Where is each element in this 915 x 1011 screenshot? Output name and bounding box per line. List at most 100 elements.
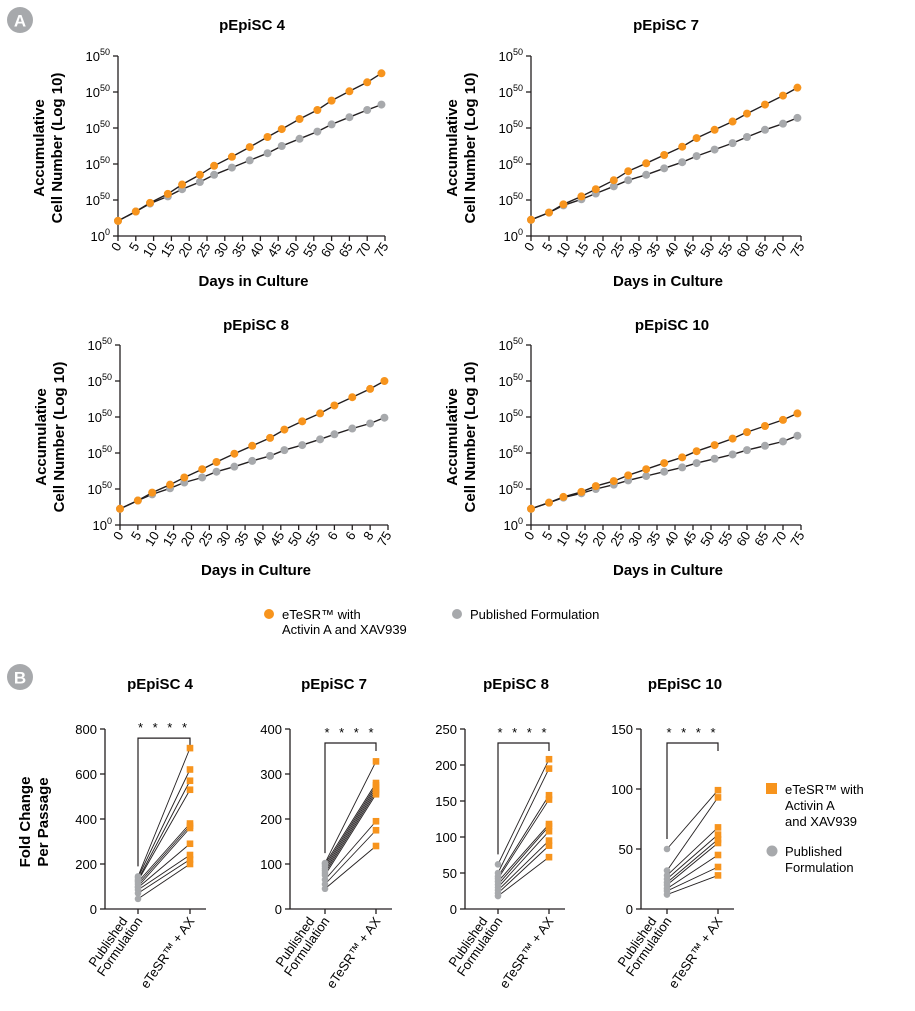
data-point-published <box>277 142 286 150</box>
data-point-eTeSR <box>263 133 272 141</box>
data-point-eTeSR <box>545 837 553 844</box>
y-tick-base: 10 <box>86 157 100 172</box>
y-tick-label: 1050 <box>499 191 523 208</box>
x-tick-label: 75 <box>374 529 394 549</box>
y-tick-base: 10 <box>86 121 100 136</box>
x-tick-label: 20 <box>175 240 195 260</box>
data-point-published <box>321 859 329 867</box>
y-tick-exponent: 50 <box>100 119 110 129</box>
legend-label: eTeSR™ with <box>785 782 864 797</box>
data-point-eTeSR <box>372 826 380 834</box>
y-tick-label: 1050 <box>88 480 112 497</box>
data-point-eTeSR <box>743 428 751 437</box>
y-tick-label: 1050 <box>86 83 110 100</box>
x-tick-label: 70 <box>353 240 373 260</box>
y-tick-base: 10 <box>499 410 513 425</box>
pair-line <box>497 840 550 891</box>
pair-line <box>324 782 377 865</box>
data-point-published <box>316 435 325 444</box>
data-point-eTeSR <box>761 100 769 109</box>
significance-bracket <box>324 742 377 854</box>
panel-label-badge: A <box>7 7 33 33</box>
data-point-eTeSR <box>728 117 737 126</box>
x-tick-label: 50 <box>697 529 717 549</box>
y-axis-label: Fold Change <box>17 777 34 868</box>
data-point-published <box>761 125 769 134</box>
data-point-eTeSR <box>624 471 633 480</box>
legend-label: eTeSR™ with <box>282 607 361 622</box>
y-tick-label: 600 <box>75 767 97 782</box>
y-tick-label: 50 <box>443 866 457 881</box>
data-point-eTeSR <box>743 109 751 118</box>
data-point-eTeSR <box>230 449 239 458</box>
data-point-published <box>248 456 257 465</box>
x-tick-label: 30 <box>625 529 645 549</box>
significance-stars: * * * * <box>138 720 190 735</box>
data-point-published <box>710 145 719 154</box>
data-point-published <box>642 170 651 179</box>
data-point-eTeSR <box>316 409 325 418</box>
y-tick-base: 10 <box>499 49 513 64</box>
pair-line <box>324 829 377 885</box>
data-point-eTeSR <box>678 142 687 151</box>
y-tick-label: 1050 <box>88 444 112 461</box>
data-point-published <box>710 454 719 463</box>
data-point-published <box>728 139 737 148</box>
x-tick-label: 40 <box>247 240 267 260</box>
x-tick-label: 45 <box>679 529 699 549</box>
y-tick-base: 10 <box>499 85 513 100</box>
data-point-eTeSR <box>114 216 122 225</box>
x-tick-label: 50 <box>697 240 717 260</box>
data-point-eTeSR <box>166 480 175 489</box>
y-tick-exponent: 50 <box>513 336 523 346</box>
y-tick-exponent: 50 <box>513 191 523 201</box>
y-tick-exponent: 0 <box>518 227 523 237</box>
data-point-eTeSR <box>377 69 386 78</box>
data-point-eTeSR <box>793 409 802 418</box>
pair-line <box>137 780 191 880</box>
paired-dot-chart: pEpiSC 10050100150PublishedFormulationeT… <box>611 676 734 991</box>
data-point-eTeSR <box>609 477 618 486</box>
x-tick-label: 75 <box>787 529 807 549</box>
y-tick-label: 150 <box>435 794 457 809</box>
data-point-eTeSR <box>591 482 600 491</box>
data-point-eTeSR <box>186 860 194 868</box>
data-point-eTeSR <box>692 134 701 143</box>
pair-line <box>497 830 550 888</box>
data-point-eTeSR <box>146 198 155 207</box>
y-tick-exponent: 50 <box>100 155 110 165</box>
y-tick-base: 10 <box>499 338 513 353</box>
significance-stars: * * * * <box>497 725 549 740</box>
y-tick-label: 1050 <box>499 480 523 497</box>
x-tick-label: 40 <box>661 240 681 260</box>
data-point-published <box>494 861 502 868</box>
data-point-published <box>761 441 769 450</box>
y-tick-exponent: 50 <box>102 336 112 346</box>
data-point-eTeSR <box>527 215 535 224</box>
chart-title: pEpiSC 10 <box>648 676 722 693</box>
y-tick-base: 10 <box>499 193 513 208</box>
y-tick-exponent: 50 <box>513 47 523 57</box>
x-tick-label: 20 <box>589 529 609 549</box>
y-tick-label: 250 <box>435 722 457 737</box>
data-point-published <box>330 430 339 439</box>
y-axis-label: Accumulative <box>31 99 48 197</box>
pair-line <box>666 839 719 883</box>
data-point-published <box>678 463 687 472</box>
data-point-eTeSR <box>714 786 722 794</box>
data-point-eTeSR <box>714 839 722 847</box>
y-tick-label: 100 <box>260 857 282 872</box>
y-tick-label: 100 <box>504 516 523 533</box>
x-tick-label: 10 <box>142 529 162 549</box>
y-axis-label: Accumulative <box>444 99 461 197</box>
x-tick-label: 25 <box>607 240 627 260</box>
y-tick-label: 400 <box>260 722 282 737</box>
y-tick-label: 1050 <box>499 336 523 353</box>
y-tick-label: 1050 <box>499 372 523 389</box>
data-point-eTeSR <box>714 872 722 879</box>
y-tick-base: 10 <box>499 482 513 497</box>
